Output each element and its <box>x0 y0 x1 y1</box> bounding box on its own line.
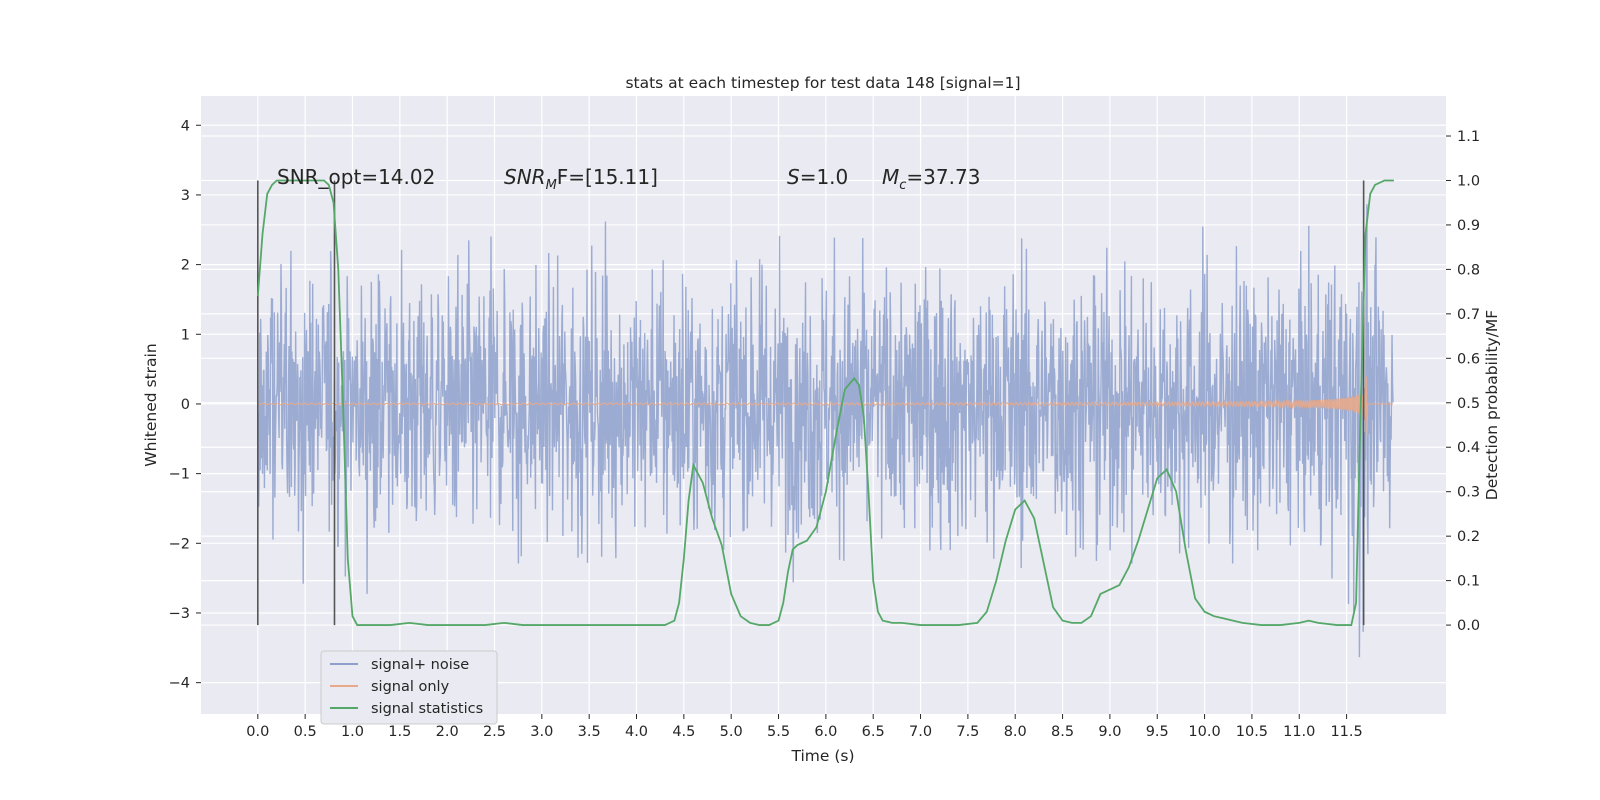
x-tick-label: 0.5 <box>294 724 317 740</box>
y-right-tick-label: 0.1 <box>1457 574 1480 590</box>
y-right-tick-label: 0.9 <box>1457 218 1480 234</box>
y-right-tick-label: 0.7 <box>1457 307 1480 323</box>
annotation-s: S=1.0 <box>787 165 848 189</box>
x-tick-label: 9.5 <box>1146 724 1169 740</box>
x-tick-label: 1.0 <box>341 724 364 740</box>
y-axis-ticks: −4 −3 −2 −1 0 1 2 3 4 <box>169 118 201 692</box>
vertical-markers <box>257 180 1365 626</box>
x-tick-label: 10.0 <box>1188 724 1220 740</box>
x-tick-label: 4.0 <box>625 724 648 740</box>
x-tick-label: 8.0 <box>1004 724 1027 740</box>
y-tick-label: −1 <box>169 467 190 483</box>
x-tick-label: 7.0 <box>909 724 932 740</box>
legend-label-signal-only: signal only <box>371 679 450 695</box>
y-tick-label: 0 <box>181 397 190 413</box>
x-tick-label: 7.5 <box>956 724 979 740</box>
x-tick-label: 3.5 <box>578 724 601 740</box>
y-tick-label: −2 <box>169 536 190 552</box>
x-tick-label: 6.5 <box>862 724 885 740</box>
annotation-snr-mf: SNRMF=[15.11] <box>504 165 658 193</box>
signal-only-line <box>257 376 1393 436</box>
y-tick-label: 3 <box>181 188 190 204</box>
y-tick-label: 2 <box>181 258 190 274</box>
y-axis-right-label: Detection probability/MF <box>1483 310 1501 501</box>
y-right-tick-label: 0.6 <box>1457 351 1480 367</box>
x-tick-label: 6.0 <box>814 724 837 740</box>
legend: signal+ noise signal only signal statist… <box>320 650 498 725</box>
signal-statistics-line <box>256 179 1394 626</box>
x-axis-ticks: 0.0 0.5 1.0 1.5 2.0 2.5 3.0 3.5 4.0 4.5 5.0 5.5 6.0 6… <box>246 714 1363 740</box>
x-axis-label: Time (s) <box>790 747 854 765</box>
x-tick-label: 11.5 <box>1330 724 1362 740</box>
x-tick-label: 3.0 <box>530 724 553 740</box>
x-tick-label: 2.0 <box>436 724 459 740</box>
x-tick-label: 5.0 <box>720 724 743 740</box>
legend-label-signal-plus-noise: signal+ noise <box>371 657 469 673</box>
x-tick-label: 9.0 <box>1098 724 1121 740</box>
legend-label-signal-statistics: signal statistics <box>371 701 483 717</box>
series-signal-only <box>257 376 1393 436</box>
x-tick-label: 11.0 <box>1283 724 1315 740</box>
y-tick-label: 4 <box>181 118 190 134</box>
annotation-snr-opt: SNR_opt=14.02 <box>277 165 435 189</box>
x-tick-label: 4.5 <box>672 724 695 740</box>
y-right-tick-label: 0.5 <box>1457 396 1480 412</box>
y-right-tick-label: 0.3 <box>1457 485 1480 501</box>
legend-box <box>320 650 498 725</box>
x-tick-label: 0.0 <box>246 724 269 740</box>
x-tick-label: 10.5 <box>1236 724 1268 740</box>
x-tick-label: 2.5 <box>483 724 506 740</box>
y-tick-label: 1 <box>181 327 190 343</box>
series-signal-statistics <box>256 179 1394 626</box>
y-right-tick-label: 0.8 <box>1457 262 1480 278</box>
y-right-tick-label: 0.0 <box>1457 618 1480 634</box>
annotation-mc: Mc=37.73 <box>882 165 980 193</box>
y-right-tick-label: 1.0 <box>1457 173 1480 189</box>
y-right-tick-label: 0.4 <box>1457 440 1480 456</box>
y-axis-label: Whitened strain <box>142 343 160 466</box>
chart-title: stats at each timestep for test data 148… <box>625 74 1020 92</box>
y-axis-right-ticks: 0.0 0.1 0.2 0.3 0.4 0.5 0.6 0.7 0.8 0.9 1.0 1.1 <box>1446 129 1480 634</box>
y-right-tick-label: 1.1 <box>1457 129 1480 145</box>
y-tick-label: −3 <box>169 606 190 622</box>
y-tick-label: −4 <box>169 676 190 692</box>
x-tick-label: 8.5 <box>1051 724 1074 740</box>
x-tick-label: 5.5 <box>767 724 790 740</box>
series-signal-plus-noise <box>257 204 1394 658</box>
signal-plus-noise-line <box>257 204 1394 658</box>
x-tick-label: 1.5 <box>388 724 411 740</box>
y-right-tick-label: 0.2 <box>1457 529 1480 545</box>
